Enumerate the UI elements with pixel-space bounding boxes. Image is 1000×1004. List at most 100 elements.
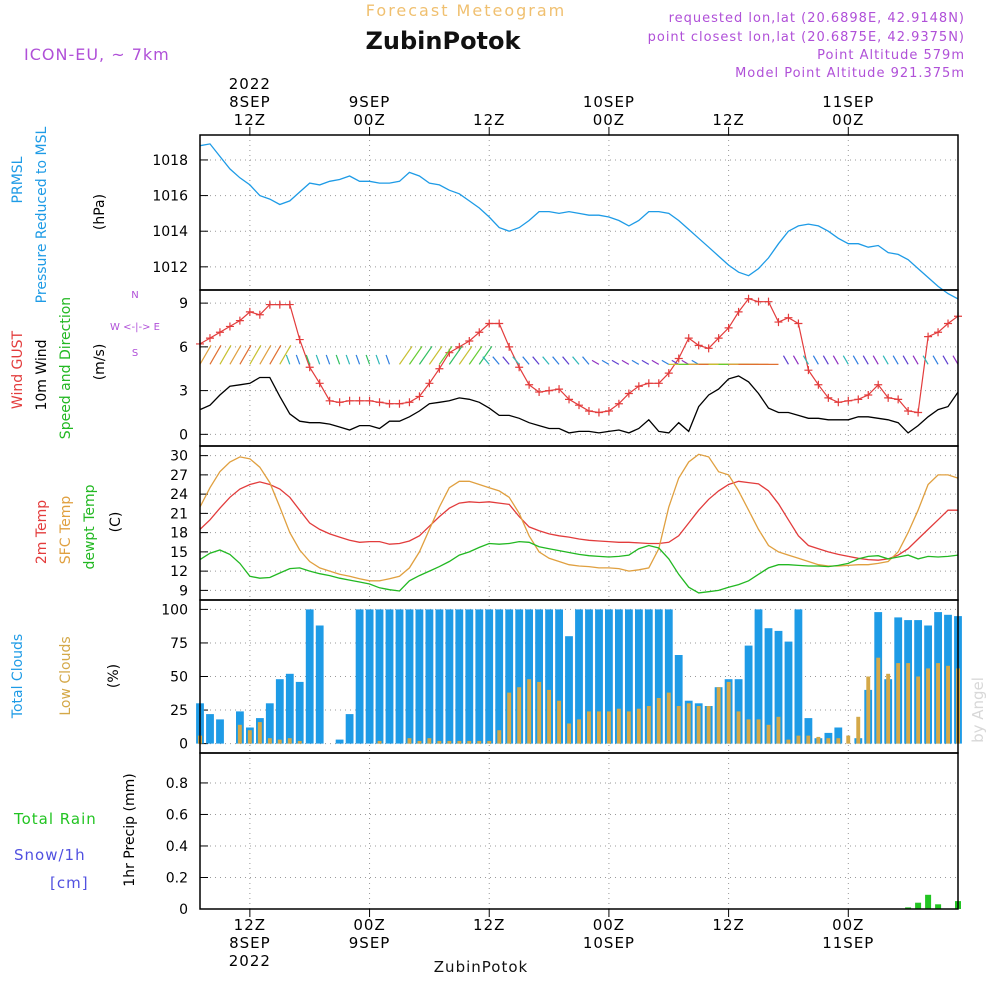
total-clouds-bar bbox=[425, 609, 434, 744]
wind-gust-marker bbox=[744, 294, 753, 303]
wind-direction-arrow bbox=[418, 345, 433, 365]
pressure-label-1: PRMSL bbox=[10, 156, 26, 203]
wind-gust-marker bbox=[435, 364, 444, 373]
wind-gust-marker bbox=[495, 319, 504, 328]
low-clouds-bar bbox=[816, 736, 821, 744]
wind-unit: (m/s) bbox=[92, 344, 108, 381]
total-clouds-bar bbox=[515, 609, 524, 744]
total-clouds-bar bbox=[405, 609, 414, 744]
total-clouds-bar bbox=[395, 609, 404, 744]
total-clouds-bar bbox=[475, 609, 484, 744]
wind-gust-marker bbox=[734, 307, 743, 316]
wind-direction-arrow bbox=[335, 354, 341, 365]
low-clouds-bar bbox=[806, 735, 811, 744]
y-tick-label: 18 bbox=[170, 526, 188, 542]
low-clouds-bar bbox=[277, 739, 282, 744]
y-tick-label: 0 bbox=[179, 902, 188, 918]
wind-gust-marker bbox=[934, 328, 943, 337]
wind-gust-marker bbox=[265, 300, 274, 309]
total-clouds-bar bbox=[445, 609, 454, 744]
total-clouds-bar bbox=[535, 609, 543, 744]
wind-gust-marker bbox=[305, 363, 314, 372]
wind-direction-arrow bbox=[428, 345, 443, 365]
wind-direction-arrow bbox=[502, 356, 510, 365]
total-clouds-bar bbox=[794, 609, 803, 744]
total-clouds-bar bbox=[495, 609, 504, 744]
tsfc-line bbox=[199, 453, 959, 582]
total-clouds-bar bbox=[385, 609, 394, 744]
x-label-top: 2022 bbox=[229, 75, 271, 93]
wind-direction-arrow bbox=[651, 359, 660, 365]
wind-direction-arrow bbox=[365, 354, 371, 365]
wind-gust-marker bbox=[325, 396, 334, 405]
wind-gust-marker bbox=[365, 396, 374, 405]
wind-direction-arrow bbox=[822, 355, 829, 365]
low-clouds-bar bbox=[417, 740, 422, 744]
wind-gust-marker bbox=[315, 379, 324, 388]
low-clouds-bar bbox=[577, 719, 581, 744]
y-tick-label: 30 bbox=[170, 449, 188, 465]
wind-gust-marker bbox=[405, 398, 414, 407]
wind-gust-marker bbox=[385, 399, 394, 408]
wind-direction-arrow bbox=[641, 359, 650, 365]
y-tick-label: 6 bbox=[179, 340, 188, 356]
wind-gust-marker bbox=[555, 385, 564, 394]
precip-unit: 1hr Precip (mm) bbox=[122, 773, 138, 886]
total-clouds-bar bbox=[345, 714, 354, 744]
y-tick-label: 1016 bbox=[152, 189, 188, 205]
x-label-top: 00Z bbox=[353, 111, 385, 129]
panel-frame bbox=[199, 752, 959, 910]
wind-gust-marker bbox=[704, 344, 713, 353]
wind-gust-marker bbox=[335, 398, 344, 407]
low-clouds-bar bbox=[736, 711, 741, 744]
wind-direction-arrow bbox=[468, 345, 483, 365]
wind-gust-marker bbox=[884, 393, 893, 402]
wind-direction-arrow bbox=[438, 345, 453, 365]
wind-gust-marker bbox=[235, 316, 244, 325]
low-clouds-bar bbox=[716, 687, 721, 744]
wind-direction-arrow bbox=[279, 345, 292, 365]
wind-direction-arrow bbox=[862, 355, 869, 365]
low-clouds-bar bbox=[267, 738, 272, 744]
wind-gust-marker bbox=[205, 334, 214, 343]
x-label-top: 12Z bbox=[234, 111, 266, 129]
wind-gust-marker bbox=[694, 341, 703, 350]
wind-direction-arrow bbox=[295, 354, 301, 365]
wind-direction-arrow bbox=[892, 355, 899, 365]
y-tick-label: 0 bbox=[179, 427, 188, 443]
wind-gust-marker bbox=[914, 408, 923, 417]
panel-frame bbox=[199, 134, 959, 291]
wind-direction-arrow bbox=[591, 359, 600, 365]
panel-frame bbox=[199, 445, 959, 601]
wind-gust-marker bbox=[594, 408, 603, 417]
low-clouds-bar bbox=[826, 738, 831, 744]
total-clouds-bar bbox=[415, 609, 424, 744]
low-clouds-label: Low Clouds bbox=[58, 636, 74, 715]
total-clouds-label: Total Clouds bbox=[10, 634, 26, 719]
wind-gust-marker bbox=[525, 380, 534, 389]
wind-direction-arrow bbox=[552, 356, 560, 365]
total-clouds-bar bbox=[335, 739, 344, 744]
wind-dir-label: Speed and Direction bbox=[58, 297, 74, 439]
wind-gust-marker bbox=[245, 307, 254, 316]
total-clouds-bar bbox=[804, 718, 813, 744]
wind-gust-marker bbox=[575, 401, 583, 410]
wind-gust-marker bbox=[285, 300, 294, 309]
wind-gust-marker bbox=[614, 399, 623, 408]
wind-gust-marker bbox=[674, 354, 683, 363]
wind-direction-arrow bbox=[259, 345, 272, 365]
wind-direction-arrow bbox=[305, 354, 311, 365]
point-altitude: Point Altitude 579m bbox=[817, 48, 965, 63]
wind-direction-arrow bbox=[249, 345, 262, 365]
wind-gust-marker bbox=[904, 407, 913, 416]
wind-direction-arrow bbox=[512, 356, 520, 365]
wind-direction-arrow bbox=[661, 359, 670, 365]
compass-north: N bbox=[131, 290, 138, 301]
total-clouds-bar bbox=[285, 673, 294, 744]
wind-direction-arrow bbox=[912, 355, 919, 365]
t2m-label: 2m Temp bbox=[34, 500, 50, 564]
y-tick-label: 1018 bbox=[152, 153, 188, 169]
wind-direction-arrow bbox=[285, 354, 291, 365]
low-clouds-bar bbox=[447, 740, 452, 744]
